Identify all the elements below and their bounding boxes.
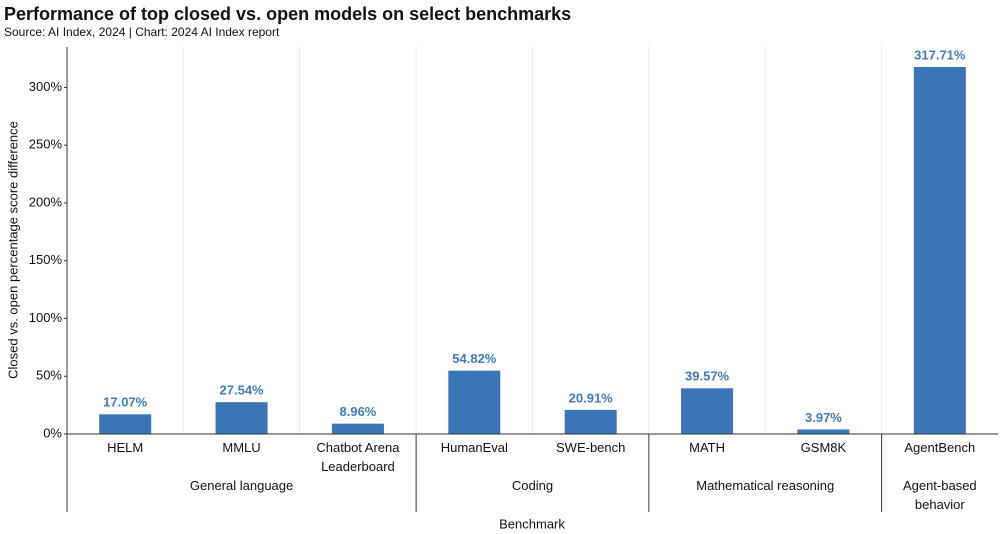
data-label: 20.91% xyxy=(569,390,614,405)
bar xyxy=(215,402,268,434)
bar xyxy=(448,370,501,434)
y-tick-label: 100% xyxy=(29,310,63,325)
bar xyxy=(99,414,152,434)
x-tick-label: Chatbot Arena Leaderboard xyxy=(316,440,400,474)
x-axis-title: Benchmark xyxy=(499,516,565,531)
x-tick-label: HumanEval xyxy=(440,440,508,455)
y-tick-label: 250% xyxy=(29,137,63,152)
bar xyxy=(564,409,617,434)
x-tick-label: SWE-bench xyxy=(556,440,626,455)
bar xyxy=(913,66,966,435)
y-tick-label: 50% xyxy=(36,368,62,383)
group-label: General language xyxy=(189,478,294,493)
data-label: 39.57% xyxy=(685,369,730,384)
data-label: 8.96% xyxy=(340,404,377,419)
data-label: 3.97% xyxy=(805,410,842,425)
y-tick-label: 0% xyxy=(43,425,62,440)
y-tick-label: 300% xyxy=(29,79,63,94)
data-label: 54.82% xyxy=(452,351,497,366)
y-axis-title: Closed vs. open percentage score differe… xyxy=(5,121,20,379)
data-label: 317.71% xyxy=(914,47,966,62)
bar xyxy=(331,423,384,434)
group-label: Coding xyxy=(511,478,554,493)
x-tick-label: GSM8K xyxy=(800,440,847,455)
x-tick-label: AgentBench xyxy=(904,440,976,455)
chart-subtitle: Source: AI Index, 2024 | Chart: 2024 AI … xyxy=(4,25,280,39)
bar xyxy=(681,388,734,434)
data-label: 17.07% xyxy=(103,395,148,410)
x-tick-label: MMLU xyxy=(222,440,261,455)
chart-title: Performance of top closed vs. open model… xyxy=(4,4,571,24)
x-tick-label: HELM xyxy=(107,440,144,455)
bar xyxy=(797,429,850,434)
y-tick-label: 200% xyxy=(29,194,63,209)
group-label: Mathematical reasoning xyxy=(696,478,835,493)
data-label: 27.54% xyxy=(220,383,265,398)
y-tick-label: 150% xyxy=(29,252,63,267)
x-tick-label: MATH xyxy=(689,440,725,455)
group-label: Agent-based behavior xyxy=(902,478,977,512)
